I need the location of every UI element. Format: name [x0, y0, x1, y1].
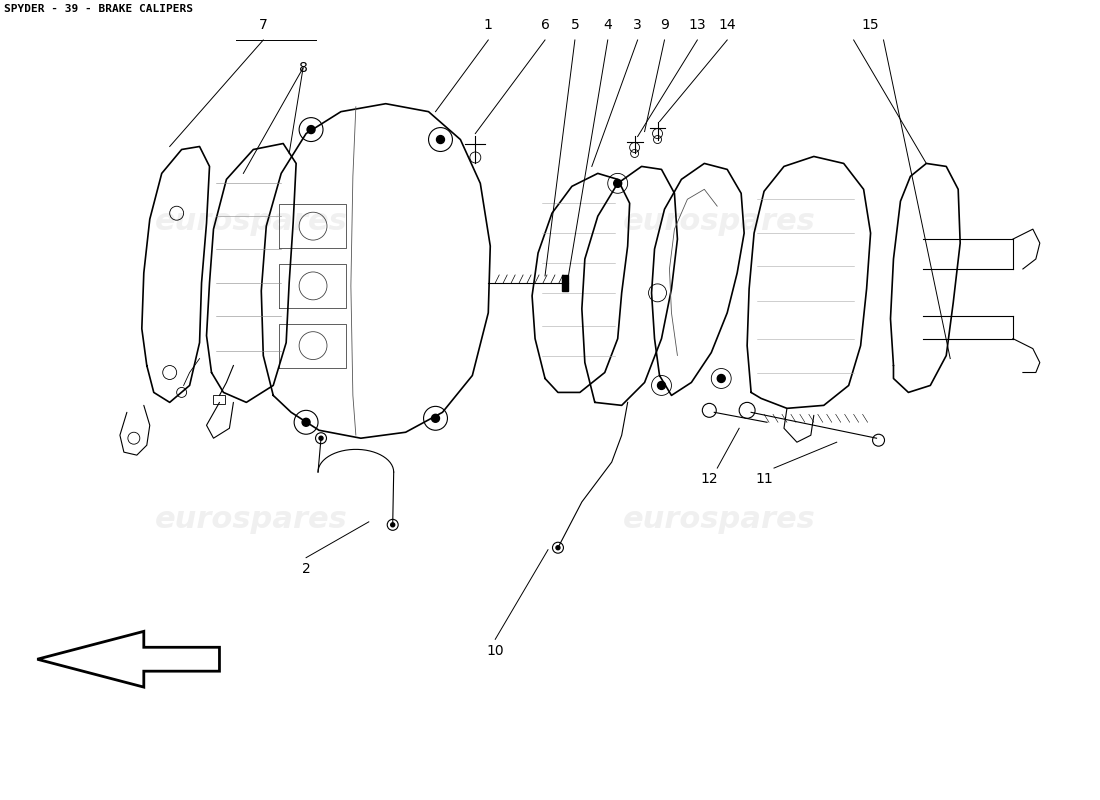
Circle shape [390, 523, 395, 527]
Text: eurospares: eurospares [155, 206, 348, 236]
Bar [562, 275, 568, 291]
Text: 7: 7 [258, 18, 267, 32]
Text: 3: 3 [634, 18, 642, 32]
Text: SPYDER - 39 - BRAKE CALIPERS: SPYDER - 39 - BRAKE CALIPERS [4, 4, 194, 14]
Circle shape [319, 436, 323, 440]
Text: eurospares: eurospares [623, 506, 815, 534]
Circle shape [556, 546, 560, 550]
Circle shape [437, 135, 444, 143]
Circle shape [614, 179, 622, 187]
Text: 5: 5 [571, 18, 580, 32]
Circle shape [717, 374, 725, 382]
Circle shape [658, 382, 666, 390]
Text: eurospares: eurospares [623, 206, 815, 236]
Text: eurospares: eurospares [155, 506, 348, 534]
Text: 2: 2 [301, 562, 310, 576]
Polygon shape [37, 631, 220, 687]
Circle shape [302, 418, 310, 426]
Text: 14: 14 [718, 18, 736, 32]
Text: 11: 11 [756, 472, 773, 486]
Text: 10: 10 [486, 644, 504, 658]
Text: 12: 12 [701, 472, 718, 486]
Text: 4: 4 [604, 18, 612, 32]
Bar [213, 395, 226, 404]
Text: 1: 1 [484, 18, 493, 32]
Text: 6: 6 [540, 18, 550, 32]
Text: 13: 13 [689, 18, 706, 32]
Circle shape [307, 126, 315, 134]
Text: 15: 15 [861, 18, 879, 32]
Text: 9: 9 [660, 18, 669, 32]
Text: 8: 8 [299, 61, 308, 75]
Circle shape [431, 414, 440, 422]
